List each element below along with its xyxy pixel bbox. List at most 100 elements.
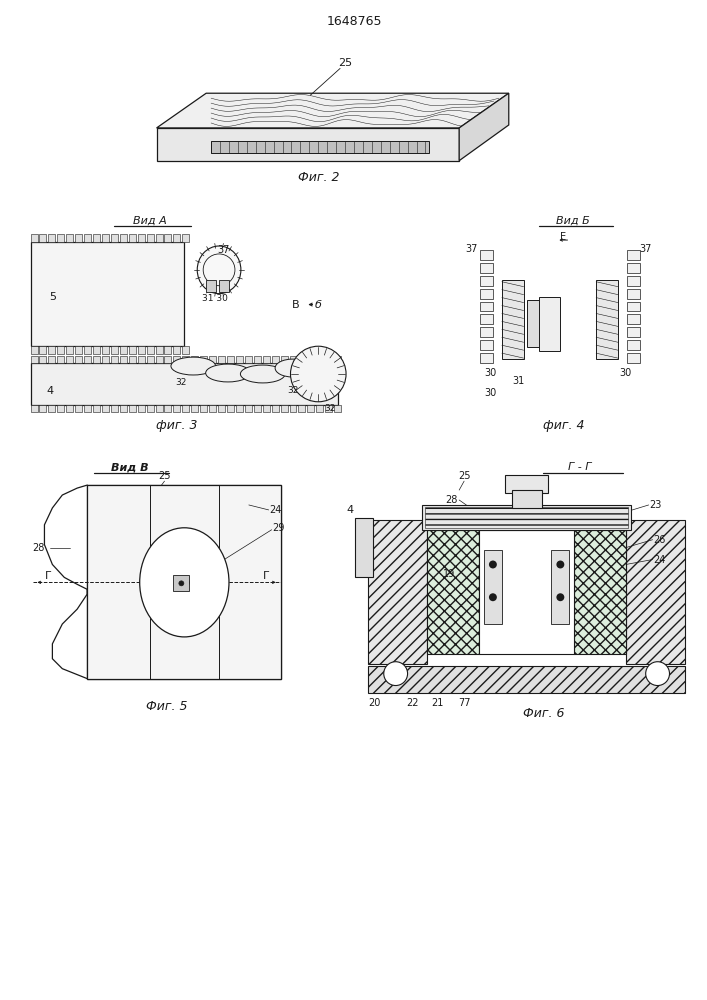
Bar (627, 302, 640, 311)
Text: 30: 30 (620, 368, 632, 378)
Bar (93, 405, 100, 412)
Text: 37: 37 (640, 244, 652, 254)
Bar (527, 300, 539, 347)
Bar (138, 356, 145, 363)
Bar (75, 405, 82, 412)
Text: 31 30: 31 30 (202, 294, 228, 303)
Text: 26: 26 (653, 535, 666, 545)
Bar (146, 356, 153, 363)
Bar (627, 289, 640, 299)
Bar (57, 234, 64, 242)
Bar (479, 530, 574, 654)
Bar (245, 405, 252, 412)
Text: 23: 23 (650, 500, 662, 510)
Bar (209, 405, 216, 412)
Text: 30: 30 (485, 368, 497, 378)
Bar (173, 346, 180, 354)
Bar (75, 356, 82, 363)
Bar (102, 346, 109, 354)
Bar (298, 356, 305, 363)
Text: E: E (560, 232, 566, 242)
Bar (200, 405, 207, 412)
Circle shape (384, 662, 407, 686)
Ellipse shape (240, 365, 285, 383)
Bar (308, 405, 315, 412)
Bar (40, 356, 47, 363)
Text: 32: 32 (175, 378, 187, 387)
Bar (84, 405, 91, 412)
Text: Вид А: Вид А (133, 215, 166, 225)
Bar (263, 405, 269, 412)
Bar (254, 356, 261, 363)
Bar (120, 234, 127, 242)
Bar (574, 530, 626, 654)
Ellipse shape (171, 357, 216, 375)
Text: 25: 25 (338, 58, 352, 68)
Text: Г: Г (263, 571, 270, 581)
Bar (40, 405, 47, 412)
Polygon shape (156, 93, 509, 128)
Bar (93, 234, 100, 242)
Bar (512, 490, 542, 508)
Bar (245, 356, 252, 363)
Circle shape (645, 662, 670, 686)
Bar (236, 356, 243, 363)
Bar (120, 356, 127, 363)
Bar (281, 405, 288, 412)
Bar (156, 356, 163, 363)
Bar (111, 356, 118, 363)
Bar (66, 234, 74, 242)
Bar (102, 356, 109, 363)
Bar (334, 405, 341, 412)
Bar (218, 405, 225, 412)
Bar (156, 405, 163, 412)
Text: 5: 5 (49, 292, 56, 302)
Bar (271, 405, 279, 412)
Bar (30, 356, 37, 363)
Bar (480, 276, 493, 286)
Bar (40, 234, 47, 242)
Bar (66, 356, 74, 363)
Text: 1648765: 1648765 (326, 15, 382, 28)
Bar (502, 280, 524, 359)
Bar (66, 346, 74, 354)
Bar (87, 485, 281, 679)
Bar (484, 550, 502, 624)
Bar (84, 356, 91, 363)
Bar (146, 346, 153, 354)
Bar (308, 356, 315, 363)
Bar (138, 346, 145, 354)
Circle shape (291, 346, 346, 402)
Bar (182, 356, 189, 363)
Bar (138, 234, 145, 242)
Text: 37: 37 (465, 244, 477, 254)
Text: б: б (315, 300, 322, 310)
Bar (66, 405, 74, 412)
Bar (227, 356, 234, 363)
Text: фиг. 3: фиг. 3 (156, 419, 197, 432)
Bar (57, 346, 64, 354)
Bar (102, 405, 109, 412)
Bar (227, 405, 234, 412)
Bar (626, 520, 685, 664)
Bar (165, 346, 171, 354)
Bar (428, 530, 479, 654)
Bar (129, 346, 136, 354)
Bar (219, 280, 229, 292)
Bar (182, 405, 189, 412)
Text: Г: Г (45, 571, 52, 581)
Bar (173, 405, 180, 412)
Circle shape (179, 581, 184, 586)
Bar (325, 356, 332, 363)
Bar (93, 356, 100, 363)
Bar (263, 356, 269, 363)
Polygon shape (156, 128, 459, 161)
Bar (254, 405, 261, 412)
Bar (192, 405, 198, 412)
Text: 31: 31 (513, 376, 525, 386)
Text: 24: 24 (653, 555, 666, 565)
Bar (480, 263, 493, 273)
Text: 29: 29 (272, 523, 285, 533)
Bar (539, 297, 561, 351)
Text: 37: 37 (217, 245, 229, 255)
